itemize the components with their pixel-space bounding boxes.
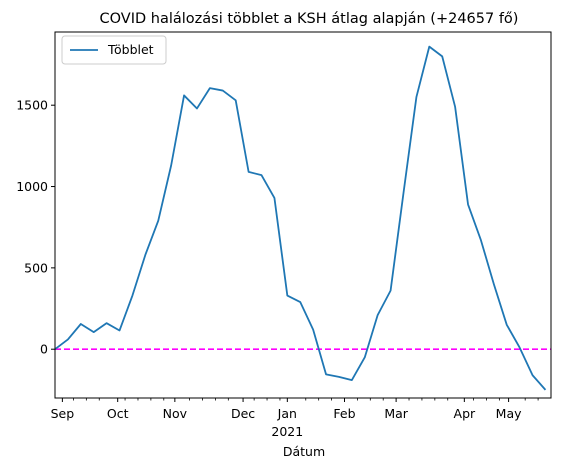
x-tick-label: Nov [163,406,188,421]
legend-frame [61,35,167,65]
x-tick-label: Feb [333,406,355,421]
series-line-0 [55,45,547,391]
axes-frame [54,31,552,399]
y-tick-label: 1000 [16,179,48,194]
plot-area: 0 500 1000 1500 Sep Oct Nov Dec Jan 2021 Feb Mar Apr… [16,31,552,439]
x-tick-label: Sep [51,406,75,421]
x-tick-sublabel: 2021 [271,424,303,439]
legend-label: Többlet [107,42,154,57]
x-tick-label: Jan [277,406,297,421]
x-axis-label: Dátum [283,444,325,459]
y-tick-label: 0 [40,342,48,357]
x-tick-label: May [496,406,522,421]
x-tick-label: Mar [384,406,408,421]
chart-title: COVID halálozási többlet a KSH átlag ala… [100,11,519,27]
y-tick-label: 1500 [16,98,48,113]
x-tick-label: Dec [231,406,255,421]
x-tick-label: Apr [454,406,476,421]
y-tick-label: 500 [24,260,48,275]
legend: Többlet [61,35,167,65]
x-tick-label: Oct [107,406,129,421]
